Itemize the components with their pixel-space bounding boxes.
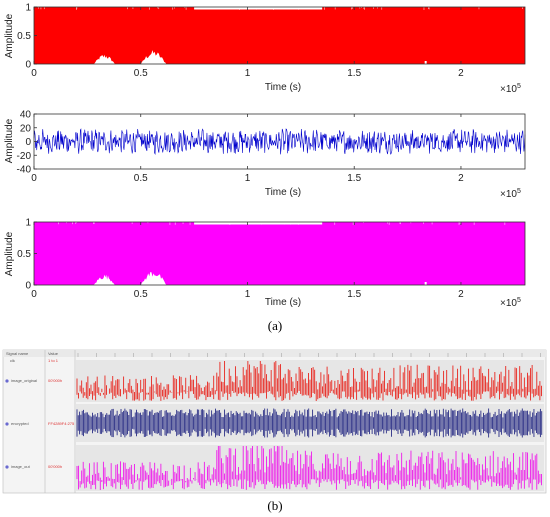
signal-gap xyxy=(140,50,167,64)
y-tick-label: -40 xyxy=(17,165,32,176)
y-tick-label: -20 xyxy=(17,151,32,162)
waveform-trace-image-original xyxy=(76,361,542,401)
x-tick-label: 0.5 xyxy=(134,173,148,184)
plot-encrypted-signal xyxy=(33,128,526,156)
plot-decrypted-xlabel: Time (s) xyxy=(265,297,301,308)
signal-gap xyxy=(140,271,167,285)
x-tick-label: 1 xyxy=(245,289,251,300)
caption-b: (b) xyxy=(267,498,282,513)
signal-gap xyxy=(93,274,116,285)
plot-decrypted-signal xyxy=(34,222,525,285)
signal-name-image-original: image_original xyxy=(11,378,37,383)
waveform-header-signal-name: Signal name xyxy=(6,351,29,356)
signal-name-encrypted: encrypted xyxy=(11,421,29,426)
x-tick-label: 0 xyxy=(31,68,37,79)
y-tick-label: 0 xyxy=(25,137,31,148)
signal-expand-icon[interactable] xyxy=(5,422,9,426)
plot-original-xexponent: ×105 xyxy=(500,83,521,95)
x-tick-label: 1.5 xyxy=(347,68,361,79)
y-tick-label: 20 xyxy=(20,123,32,134)
waveform-viewer: Signal name Value clk 1 to 1 image_origi… xyxy=(2,349,547,494)
signal-expand-icon[interactable] xyxy=(5,465,9,469)
plot-decrypted-ylabel: Amplitude xyxy=(4,231,15,276)
x-tick-label: 1.5 xyxy=(347,173,361,184)
waveform-trace-line xyxy=(76,408,543,438)
y-tick-label: 0 xyxy=(25,281,31,292)
plot-original: 0 0.5 1 1.5 2 0 0.5 1 Time (s) Amplitude ×105 xyxy=(4,3,526,95)
signal-name-image-out: image_out xyxy=(11,464,31,469)
plot-encrypted: 0 0.5 1 1.5 2 -40 -20 0 20 40 Time (s) Amplitude… xyxy=(4,110,526,200)
waveform-header xyxy=(3,350,546,357)
signal-line xyxy=(33,128,526,156)
x-tick-label: 0 xyxy=(31,173,37,184)
waveform-trace-line xyxy=(76,446,542,490)
x-tick-label: 2 xyxy=(458,68,464,79)
y-tick-label: 1 xyxy=(25,3,31,14)
waveform-row-encrypted[interactable]: encrypted FF4289F4:275 xyxy=(5,404,544,442)
x-tick-label: 0.5 xyxy=(134,68,148,79)
plot-original-ylabel: Amplitude xyxy=(4,13,15,58)
x-tick-label: 1.5 xyxy=(347,289,361,300)
signal-value-image-out: 00'000h xyxy=(48,464,62,469)
y-tick-label: 1 xyxy=(25,218,31,229)
x-tick-label: 2 xyxy=(458,173,464,184)
waveform-trace-image-out xyxy=(76,446,542,490)
x-tick-label: 1 xyxy=(245,173,251,184)
signal-top-notch xyxy=(194,222,323,225)
y-tick-label: 0.5 xyxy=(17,249,31,260)
waveform-trace-encrypted xyxy=(76,408,543,438)
signal-expand-icon[interactable] xyxy=(5,379,9,383)
plot-decrypted-xexponent: ×105 xyxy=(500,297,521,309)
signal-value-clk: 1 to 1 xyxy=(48,358,59,363)
caption-a: (a) xyxy=(268,318,282,333)
plot-original-signal xyxy=(34,7,525,64)
plot-encrypted-xlabel: Time (s) xyxy=(265,187,301,198)
signal-area xyxy=(34,222,525,285)
waveform-ruler xyxy=(77,353,541,357)
waveform-row-image-out[interactable]: image_out 00'000h xyxy=(5,445,544,491)
x-tick-label: 2 xyxy=(458,289,464,300)
plot-encrypted-ylabel: Amplitude xyxy=(4,118,15,163)
x-tick-label: 1 xyxy=(245,68,251,79)
waveform-trace-line xyxy=(76,361,542,401)
signal-top-notch xyxy=(194,7,323,10)
plot-original-xlabel: Time (s) xyxy=(265,82,301,93)
signal-value-image-original: 00'000h xyxy=(48,378,62,383)
signal-name-clk: clk xyxy=(10,358,15,363)
y-tick-label: 40 xyxy=(20,110,32,121)
y-tick-label: 0 xyxy=(25,60,31,71)
signal-area xyxy=(34,7,525,64)
plot-encrypted-xexponent: ×105 xyxy=(500,188,521,200)
signal-value-encrypted: FF4289F4:275 xyxy=(48,421,75,426)
signal-gap xyxy=(93,54,116,64)
plot-decrypted: 0 0.5 1 1.5 2 0 0.5 1 Time (s) Amplitude ×105 xyxy=(4,218,526,309)
x-tick-label: 0 xyxy=(31,289,37,300)
waveform-row-image-original[interactable]: image_original 00'000h xyxy=(5,360,544,402)
y-tick-label: 0.5 xyxy=(17,31,31,42)
x-tick-label: 0.5 xyxy=(134,289,148,300)
waveform-header-value: Value xyxy=(48,351,59,356)
waveform-row-clk[interactable]: clk 1 to 1 xyxy=(10,358,59,363)
